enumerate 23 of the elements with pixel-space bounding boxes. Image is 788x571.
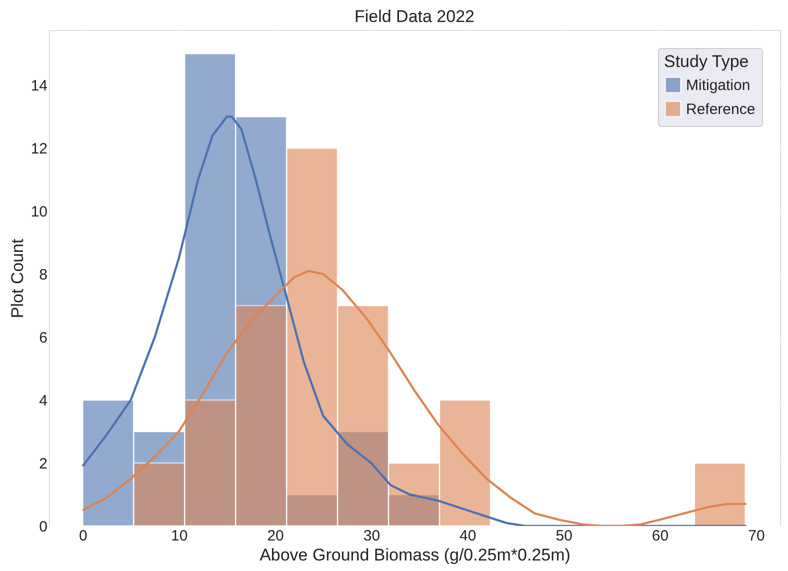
y-tick-label: 2 [39, 456, 48, 473]
line-series [82, 270, 748, 526]
y-tick-label: 14 [30, 78, 48, 95]
x-tick-label: 60 [652, 528, 669, 544]
x-tick-label: 10 [171, 528, 188, 544]
y-axis-title: Plot Count [8, 238, 27, 318]
x-tick-label: 50 [556, 528, 572, 544]
y-tick-label: 8 [39, 266, 48, 284]
legend-title: Study Type [664, 52, 749, 71]
legend-label: Reference [686, 101, 756, 118]
legend-label: Mitigation [686, 77, 750, 94]
x-tick-label: 40 [460, 528, 476, 544]
x-axis-title: Above Ground Biomass (g/0.25m*0.25m) [260, 546, 570, 564]
y-tick-label: 12 [30, 140, 48, 158]
x-tick-label: 20 [267, 528, 284, 544]
y-tick-label: 4 [39, 392, 48, 410]
line-series [82, 116, 748, 526]
x-tick-label: 70 [748, 528, 765, 544]
chart-title: Field Data 2022 [354, 7, 475, 26]
x-tick-label: 0 [78, 528, 88, 544]
y-tick-label: 6 [39, 330, 48, 347]
y-tick-label: 10 [30, 204, 48, 221]
x-tick-label: 30 [363, 528, 380, 544]
